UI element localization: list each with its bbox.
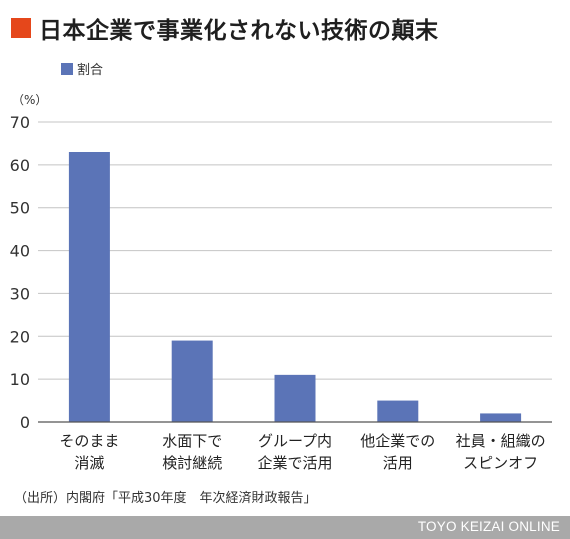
legend-swatch xyxy=(61,63,73,75)
x-tick-label: グループ内 xyxy=(258,432,332,450)
chart-title-block: 日本企業で事業化されない技術の顛末 xyxy=(11,13,439,44)
y-tick-label: 30 xyxy=(10,284,30,303)
bar xyxy=(274,374,316,422)
y-tick-label: 20 xyxy=(10,327,30,346)
y-tick-label: 0 xyxy=(20,413,30,432)
y-tick-label: 60 xyxy=(10,156,30,175)
footer-brand: TOYO KEIZAI ONLINE xyxy=(417,519,560,534)
y-tick-label: 10 xyxy=(10,370,30,389)
title-accent-square xyxy=(11,18,31,38)
x-tick-label: スピンオフ xyxy=(463,454,538,472)
x-tick-label: 水面下で xyxy=(162,432,222,450)
bar xyxy=(480,413,522,422)
bar xyxy=(171,340,213,422)
footer-bar: TOYO KEIZAI ONLINE xyxy=(0,516,570,539)
x-tick-label: 検討継続 xyxy=(162,454,222,472)
y-axis-unit: （%） xyxy=(12,93,47,107)
x-tick-label: 活用 xyxy=(383,454,413,472)
y-tick-label: 50 xyxy=(10,199,30,218)
x-tick-label: 社員・組織の xyxy=(456,432,546,450)
y-tick-label: 70 xyxy=(10,113,30,132)
y-tick-label: 40 xyxy=(10,242,30,261)
source-note: （出所）内閣府「平成30年度 年次経済財政報告」 xyxy=(14,491,317,506)
chart-title: 日本企業で事業化されない技術の顛末 xyxy=(39,18,439,44)
bar xyxy=(377,400,419,422)
x-tick-label: 企業で活用 xyxy=(257,454,332,472)
x-tick-label: 他企業での xyxy=(360,432,435,450)
x-tick-label: 消滅 xyxy=(74,454,104,472)
x-tick-label: そのまま xyxy=(59,432,119,450)
bar xyxy=(68,152,110,422)
legend-label: 割合 xyxy=(77,62,103,78)
